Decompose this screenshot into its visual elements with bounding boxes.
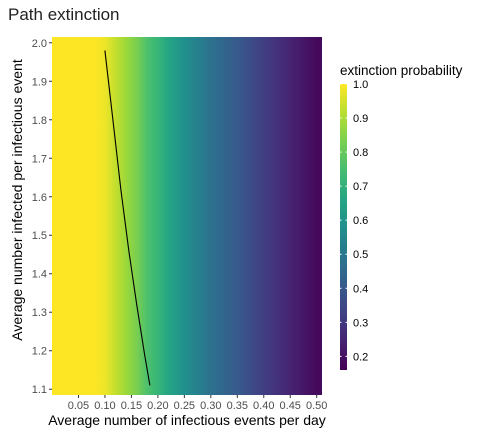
x-tick-label: 0.45 — [280, 400, 301, 412]
y-tick-label: 1.2 — [32, 346, 47, 358]
x-tick-label: 0.20 — [147, 400, 168, 412]
y-tick-label: 2.0 — [32, 38, 47, 50]
legend-ticks: 1.0 0.9 0.8 0.7 0.6 0.5 0.4 0.3 0.2 — [340, 79, 368, 363]
y-tick-label: 1.8 — [32, 115, 47, 127]
heatmap-area — [52, 37, 322, 395]
legend-tick-label: 1.0 — [353, 79, 368, 91]
x-axis-title: Average number of infectious events per … — [48, 412, 326, 428]
x-tick-label: 0.05 — [68, 400, 89, 412]
legend-tick-label: 0.8 — [353, 147, 368, 159]
contour-group — [104, 50, 151, 386]
legend-tick-label: 0.9 — [353, 113, 368, 125]
legend-tick-label: 0.3 — [353, 317, 368, 329]
y-tick-label: 1.6 — [32, 192, 47, 204]
x-tick-label: 0.35 — [227, 400, 248, 412]
legend-tick-label: 0.7 — [353, 181, 368, 193]
x-tick-label: 0.30 — [200, 400, 221, 412]
contour-line — [104, 50, 151, 386]
x-tick-label: 0.25 — [174, 400, 195, 412]
legend-tick-label: 0.2 — [353, 351, 368, 363]
x-axis: 0.05 0.10 0.15 0.20 0.25 0.30 0.35 0.40 0.45 0.50 — [68, 395, 327, 412]
y-axis: 1.1 1.2 1.3 1.4 1.5 1.6 1.7 1.8 1.9 2.0 — [32, 38, 52, 396]
y-tick-label: 1.7 — [32, 153, 47, 165]
legend-tick-label: 0.5 — [353, 249, 368, 261]
legend-tick-label: 0.6 — [353, 215, 368, 227]
y-tick-label: 1.4 — [32, 269, 47, 281]
legend-tick-label: 0.4 — [353, 283, 368, 295]
y-tick-label: 1.9 — [32, 76, 47, 88]
x-tick-label: 0.15 — [121, 400, 142, 412]
chart-title: Path extinction — [8, 5, 120, 24]
legend-title: extinction probability — [340, 63, 463, 78]
x-tick-label: 0.10 — [94, 400, 115, 412]
x-tick-label: 0.50 — [306, 400, 327, 412]
y-axis-title: Average number infected per infectious e… — [9, 59, 25, 341]
legend-colorbar — [340, 84, 347, 370]
y-tick-label: 1.3 — [32, 307, 47, 319]
x-tick-label: 0.40 — [253, 400, 274, 412]
y-tick-label: 1.5 — [32, 230, 47, 242]
y-tick-label: 1.1 — [32, 384, 47, 396]
